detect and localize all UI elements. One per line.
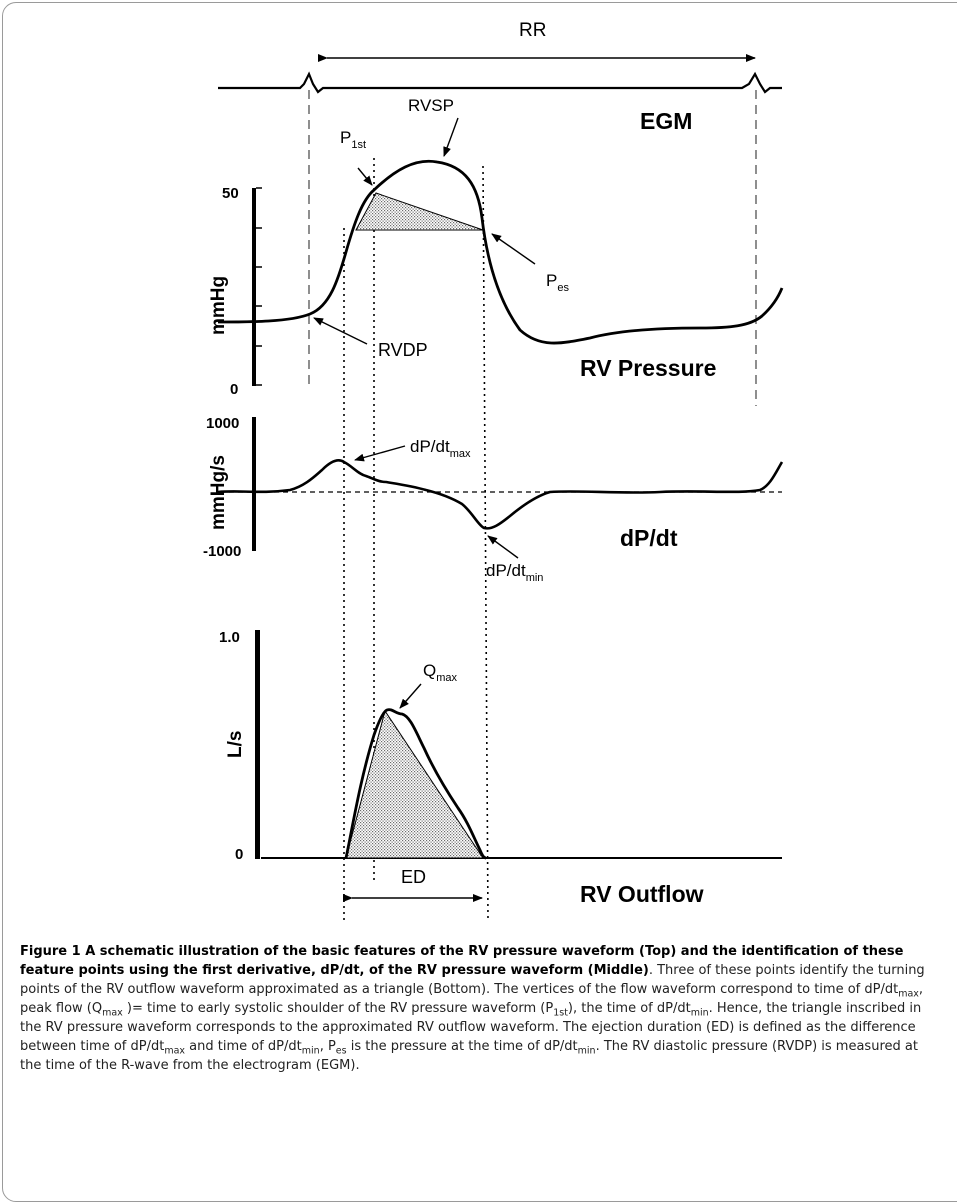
rvsp-label: RVSP bbox=[408, 96, 454, 115]
pressure-axis-top: 50 bbox=[222, 185, 239, 202]
p1st-arrow bbox=[357, 167, 373, 186]
pressure-triangle bbox=[355, 192, 484, 231]
dpdt-axis-bar bbox=[252, 417, 256, 551]
rvdp-label: RVDP bbox=[378, 340, 428, 360]
qmax-arrow bbox=[399, 683, 422, 709]
rv-outflow-label: RV Outflow bbox=[580, 881, 704, 907]
rr-label: RR bbox=[519, 20, 546, 41]
qmax-label: Qmax bbox=[423, 661, 458, 684]
figure-caption: Figure 1 A schematic illustration of the… bbox=[20, 944, 925, 1073]
rv-pressure-label: RV Pressure bbox=[580, 355, 716, 381]
figure-diagram: RR EGM 50 0 mmHg RV Pressure P1st RVSP P… bbox=[203, 20, 784, 921]
dpdtmin-time-line bbox=[482, 165, 489, 921]
ed-label: ED bbox=[401, 867, 426, 887]
pressure-axis-bar bbox=[252, 188, 256, 386]
flow-axis-bottom: 0 bbox=[235, 846, 243, 863]
dpdtmin-arrow bbox=[487, 535, 519, 559]
egm-trace bbox=[218, 71, 782, 94]
dpdt-axis-top: 1000 bbox=[206, 415, 239, 432]
pes-label: Pes bbox=[546, 271, 569, 294]
rv-outflow-trace bbox=[344, 708, 487, 860]
p1st-label: P1st bbox=[340, 128, 366, 151]
pressure-axis-unit: mmHg bbox=[208, 276, 229, 335]
pressure-axis-bottom: 0 bbox=[230, 381, 238, 398]
dpdtmax-arrow bbox=[354, 445, 406, 462]
caption-heading: Figure 1 A schematic illustration of the… bbox=[20, 944, 904, 978]
dpdt-axis-bottom: -1000 bbox=[203, 543, 241, 560]
pes-arrow bbox=[491, 233, 536, 265]
rv-pressure-trace bbox=[217, 159, 784, 345]
egm-label: EGM bbox=[640, 108, 692, 134]
rvsp-arrow bbox=[443, 117, 459, 157]
dpdt-label: dP/dt bbox=[620, 525, 678, 551]
dpdtmin-label: dP/dtmin bbox=[486, 561, 543, 584]
rvdp-arrow bbox=[313, 317, 368, 345]
flow-axis-bar bbox=[255, 630, 260, 859]
dpdt-trace bbox=[217, 459, 784, 530]
flow-triangle bbox=[345, 709, 484, 859]
flow-axis-top: 1.0 bbox=[219, 629, 240, 646]
flow-axis-unit: L/s bbox=[225, 731, 246, 758]
dpdtmax-label: dP/dtmax bbox=[410, 437, 471, 460]
